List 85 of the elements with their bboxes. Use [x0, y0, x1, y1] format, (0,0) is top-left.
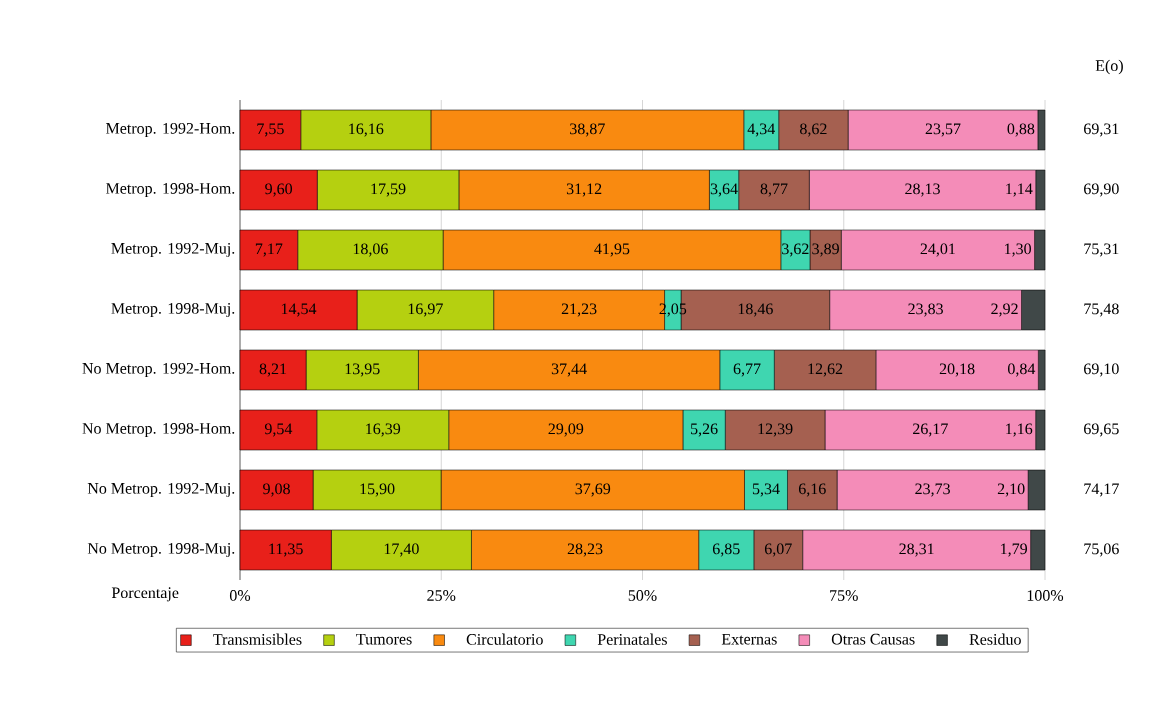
y-tick-label: No Metrop. 1992-Hom.	[82, 363, 235, 378]
data-label: 3,89	[812, 243, 839, 257]
y-tick-label: Metrop. 1998-Hom.	[105, 182, 235, 198]
y-tick-label: Metrop. 1998-Muj.	[111, 302, 235, 318]
data-label: 37,44	[551, 363, 587, 377]
legend-label: Residuo	[969, 633, 1021, 645]
data-label: 23,83	[908, 303, 943, 317]
x-tick-label: 100%	[1027, 590, 1064, 601]
data-label: 13,95	[345, 363, 380, 377]
y-tick-label: No Metrop. 1992-Muj.	[87, 483, 235, 498]
x-tick-label: 0%	[229, 590, 251, 601]
data-label: 17,40	[384, 543, 419, 557]
text: E(o)	[1095, 59, 1123, 75]
data-label: 0,84	[1008, 363, 1036, 377]
data-label: 24,01	[920, 243, 955, 257]
data-label: 8,21	[259, 363, 287, 377]
data-label: 28,23	[567, 543, 603, 557]
legend-label: Transmisibles	[213, 633, 302, 645]
data-label: 23,57	[925, 123, 961, 137]
legend-label: Otras Causas	[831, 633, 915, 645]
data-label: 18,06	[353, 243, 388, 257]
data-label: 7,55	[257, 123, 284, 137]
y-tick-label: No Metrop. 1998-Muj.	[87, 542, 235, 558]
data-label: 28,31	[899, 543, 934, 557]
y-tick-label: Metrop. 1992-Hom.	[105, 122, 235, 137]
data-label: 9,60	[265, 183, 293, 197]
data-label: 12,39	[758, 423, 793, 437]
data-label: 1,14	[1006, 183, 1033, 197]
text: 75,31	[1084, 243, 1119, 257]
data-label: 20,18	[939, 363, 975, 377]
x-tick-label: 50%	[628, 590, 657, 601]
y-tick-label: Metrop. 1992-Muj.	[111, 243, 235, 258]
data-label: 23,73	[915, 483, 950, 497]
data-label: 2,92	[991, 303, 1018, 317]
data-label: 1,16	[1006, 423, 1033, 437]
data-label: 41,95	[594, 243, 630, 257]
data-label: 12,62	[808, 363, 843, 377]
data-label: 6,85	[712, 543, 740, 557]
text: 75,06	[1084, 543, 1119, 557]
text: 69,31	[1084, 123, 1119, 137]
x-tick-label: 75%	[830, 590, 858, 601]
data-label: 3,62	[782, 243, 809, 257]
y-tick-label: No Metrop. 1998-Hom.	[82, 422, 235, 438]
data-label: 26,17	[913, 423, 948, 437]
data-label: 6,07	[764, 543, 792, 557]
data-label: 5,26	[691, 423, 718, 437]
data-label: 37,69	[575, 483, 611, 497]
data-label: 0,88	[1007, 123, 1035, 137]
text: 69,10	[1084, 363, 1119, 377]
text: 69,65	[1084, 423, 1119, 437]
data-label: 9,54	[264, 423, 293, 437]
x-axis-title: Porcentaje	[111, 587, 179, 602]
data-label: 29,09	[548, 423, 584, 437]
data-label: 14,54	[281, 303, 317, 317]
data-label: 11,35	[269, 543, 303, 557]
data-label: 8,62	[800, 123, 827, 137]
legend-label: Perinatales	[597, 633, 667, 645]
data-label: 18,46	[738, 303, 773, 317]
legend-label: Externas	[721, 633, 777, 645]
data-label: 7,17	[255, 243, 283, 257]
data-label: 2,10	[997, 483, 1025, 497]
data-label: 28,13	[905, 183, 940, 197]
data-label: 6,77	[733, 363, 761, 377]
data-label: 31,12	[566, 183, 602, 197]
data-label: 8,77	[760, 183, 788, 197]
data-label: 16,39	[366, 423, 401, 437]
data-label: 9,08	[263, 483, 290, 497]
data-label: 1,79	[1001, 543, 1028, 557]
data-label: 16,16	[349, 123, 384, 137]
data-label: 38,87	[570, 123, 605, 137]
text: 69,90	[1084, 183, 1119, 197]
text: 75,48	[1084, 303, 1119, 317]
legend-label: Circulatorio	[466, 633, 543, 645]
data-label: 6,16	[798, 483, 826, 497]
x-tick-label: 25%	[427, 590, 456, 601]
data-label: 5,34	[752, 483, 780, 497]
data-label: 4,34	[747, 123, 775, 137]
text: 74,17	[1084, 483, 1119, 497]
data-label: 16,97	[408, 303, 443, 317]
data-label: 3,64	[710, 183, 738, 197]
data-label: 15,90	[360, 483, 395, 497]
legend-label: Tumores	[356, 633, 412, 645]
data-label: 1,30	[1005, 243, 1031, 257]
data-label: 21,23	[561, 303, 597, 317]
data-label: 17,59	[371, 183, 406, 197]
